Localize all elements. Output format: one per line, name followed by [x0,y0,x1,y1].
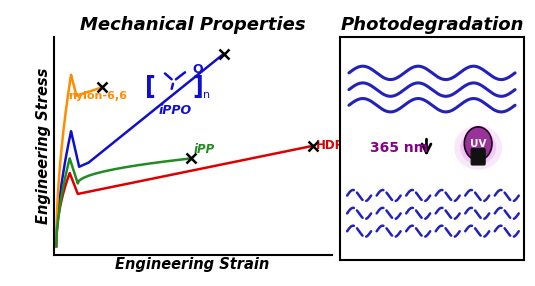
Text: UV: UV [470,139,486,149]
FancyBboxPatch shape [471,148,485,165]
Ellipse shape [460,131,496,164]
Text: 365 nm: 365 nm [370,141,428,155]
Text: iPP: iPP [194,143,215,156]
Title: Photodegradation: Photodegradation [340,16,524,34]
X-axis label: Engineering Strain: Engineering Strain [116,257,270,272]
Text: ]: ] [193,75,203,99]
Text: iPPO: iPPO [158,104,192,117]
Ellipse shape [454,125,502,170]
Y-axis label: Engineering Stress: Engineering Stress [36,68,51,224]
Text: HDPE: HDPE [316,139,351,152]
Text: [: [ [146,75,156,99]
Text: O: O [193,63,203,76]
Ellipse shape [466,136,490,159]
Text: nylon-6,6: nylon-6,6 [68,91,127,100]
Circle shape [464,127,492,160]
Title: Mechanical Properties: Mechanical Properties [80,16,305,34]
Text: n: n [203,90,211,100]
